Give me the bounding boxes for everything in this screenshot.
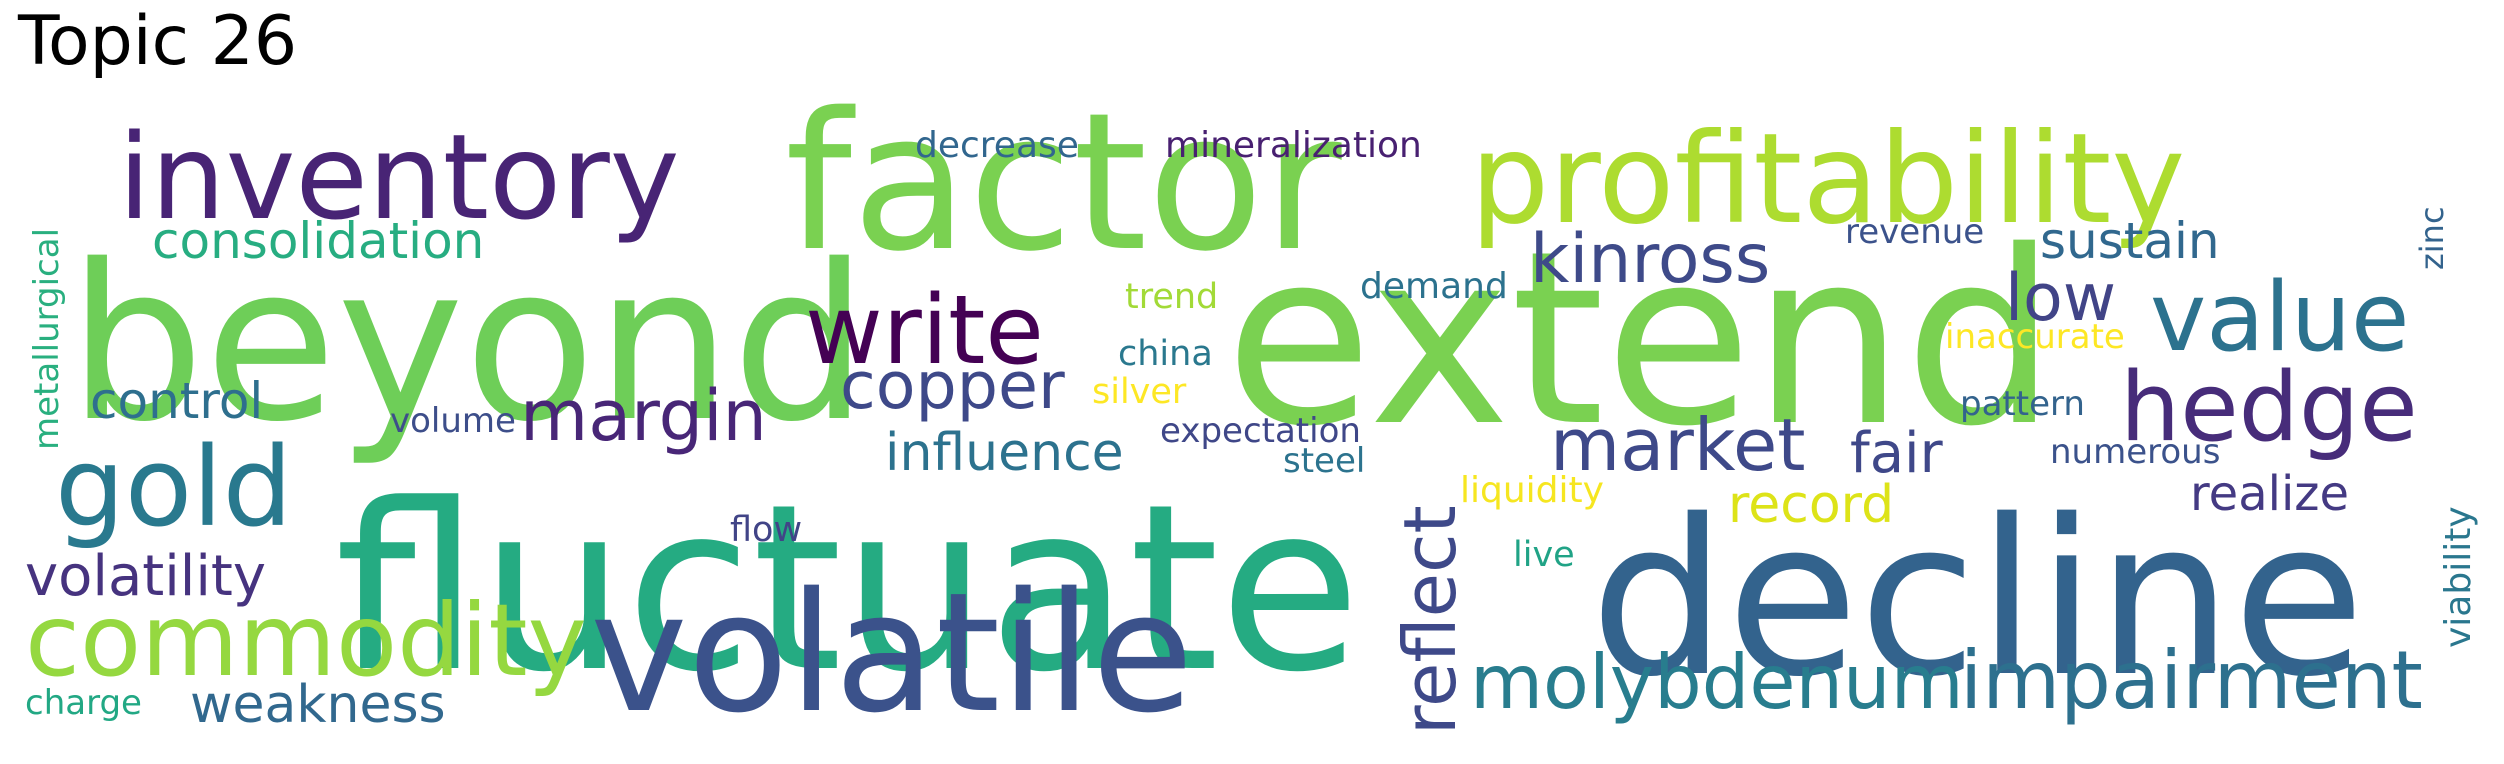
word-gold: gold xyxy=(55,423,293,551)
word-realize: realize xyxy=(2190,466,2349,522)
word-write: write xyxy=(805,276,1044,386)
word-zinc: zinc xyxy=(2413,206,2451,270)
word-liquidity: liquidity xyxy=(1460,470,1604,511)
word-live: live xyxy=(1513,535,1575,575)
word-consolidation: consolidation xyxy=(152,212,484,270)
page-title: Topic 26 xyxy=(18,2,298,81)
word-volatility: volatility xyxy=(25,544,266,609)
word-control: control xyxy=(90,372,263,430)
word-factor: factor xyxy=(785,72,1343,293)
word-hedge: hedge xyxy=(2120,353,2418,463)
word-numerous: numerous xyxy=(2050,432,2220,472)
word-profitability: profitability xyxy=(1470,107,2185,252)
word-beyond: beyond xyxy=(68,218,868,469)
word-margin: margin xyxy=(520,375,767,457)
word-kinross: kinross xyxy=(1530,220,1770,299)
word-molybdenum: molybdenum xyxy=(1470,638,1964,726)
word-metallurgical: metallurgical xyxy=(27,228,67,450)
word-commodity: commodity xyxy=(25,582,587,699)
word-weakness: weakness xyxy=(190,675,446,735)
word-decline: decline xyxy=(1590,473,2365,724)
word-impairment: impairment xyxy=(1960,634,2423,727)
word-mineralization: mineralization xyxy=(1165,125,1422,166)
word-fluctuate: fluctuate xyxy=(335,456,1361,723)
word-inventory: inventory xyxy=(118,108,680,246)
word-revenue: revenue xyxy=(1845,212,1984,252)
word-china: china xyxy=(1118,334,1213,374)
word-reflect: reflect xyxy=(1388,505,1472,735)
word-pattern: pattern xyxy=(1960,384,2085,424)
word-steel: steel xyxy=(1283,441,1365,481)
word-demand: demand xyxy=(1360,266,1508,307)
word-value: value xyxy=(2150,263,2410,373)
word-volume: volume xyxy=(390,401,516,441)
word-market: market xyxy=(1550,403,1806,487)
word-extend: extend xyxy=(1225,199,2057,479)
word-low: low xyxy=(2005,261,2116,336)
word-fair: fair xyxy=(1850,421,1944,486)
word-expectation: expectation xyxy=(1160,411,1361,451)
word-sustain: sustain xyxy=(2040,212,2220,270)
word-record: record xyxy=(1728,475,1894,535)
word-charge: charge xyxy=(25,683,142,723)
word-inaccurate: inaccurate xyxy=(1945,317,2125,357)
word-flow: flow xyxy=(730,510,802,550)
word-viability: viability xyxy=(2438,506,2479,648)
word-copper: copper xyxy=(840,349,1065,424)
word-influence: influence xyxy=(885,423,1124,483)
word-silver: silver xyxy=(1092,372,1187,412)
word-volatile: volatile xyxy=(590,557,1193,749)
word-trend: trend xyxy=(1125,277,1218,317)
word-decrease: decrease xyxy=(915,125,1079,166)
